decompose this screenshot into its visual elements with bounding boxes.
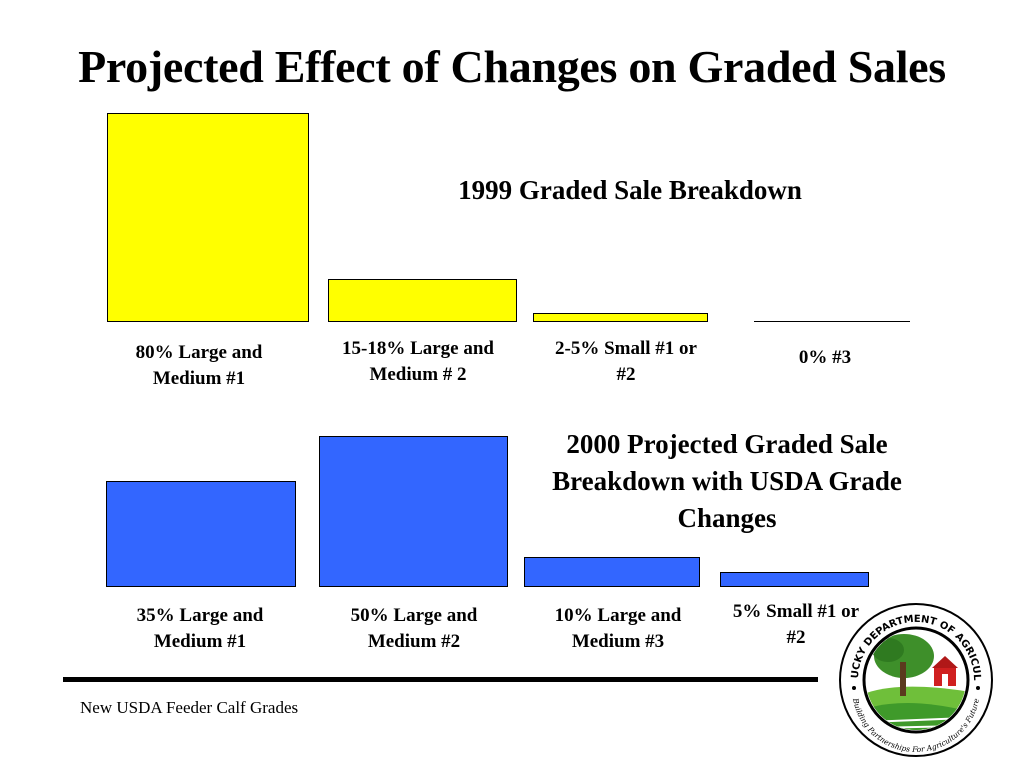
chart-1999-bar-2 <box>533 313 708 322</box>
chart-1999-title: 1999 Graded Sale Breakdown <box>458 175 802 205</box>
chart-1999-bar-1 <box>328 279 517 322</box>
chart-2000-bar-0 <box>106 481 296 587</box>
chart-2000-bar-3 <box>720 572 869 587</box>
chart-2000-label-3: 5% Small #1 or #2 <box>732 601 860 648</box>
footer-divider <box>63 677 818 682</box>
slide-title: Projected Effect of Changes on Graded Sa… <box>78 41 946 92</box>
chart-1999-label-2: 2-5% Small #1 or #2 <box>555 338 697 385</box>
chart-2000-label-2: 10% Large and Medium #3 <box>554 605 682 652</box>
chart-1999-bar-3 <box>754 321 910 322</box>
chart-1999-label-0: 80% Large and Medium #1 <box>135 342 263 389</box>
kda-logo: KENTUCKY DEPARTMENT OF AGRICULTURE Build… <box>836 600 993 757</box>
chart-2000-bar-1 <box>319 436 508 587</box>
footer-text: New USDA Feeder Calf Grades <box>80 698 299 717</box>
chart-2000-bar-2 <box>524 557 700 587</box>
chart-1999-bar-0 <box>107 113 309 322</box>
chart-1999-label-3: 0% #3 <box>798 347 852 368</box>
chart-1999-label-1: 15-18% Large and Medium # 2 <box>342 338 494 385</box>
chart-2000-title: 2000 Projected Graded Sale Breakdown wit… <box>552 429 902 533</box>
chart-2000-label-1: 50% Large and Medium #2 <box>350 605 478 652</box>
chart-2000-label-0: 35% Large and Medium #1 <box>136 605 264 652</box>
